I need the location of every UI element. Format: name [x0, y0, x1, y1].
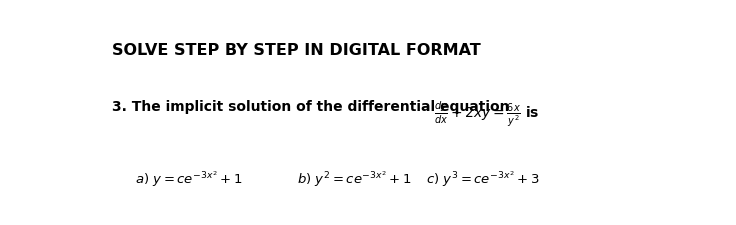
Text: $\frac{dy}{dx} + 2xy = \frac{6x}{y^2}$$\bf{\ is}$: $\frac{dy}{dx} + 2xy = \frac{6x}{y^2}$$\… [434, 100, 539, 129]
Text: $c)\ y^3 = ce^{-3x^2} + 3$: $c)\ y^3 = ce^{-3x^2} + 3$ [425, 169, 539, 189]
Text: $a)\ y = ce^{-3x^2} + 1$: $a)\ y = ce^{-3x^2} + 1$ [135, 169, 242, 189]
Text: $b)\ y^2 = ce^{-3x^2} + 1$: $b)\ y^2 = ce^{-3x^2} + 1$ [297, 169, 412, 189]
Text: SOLVE STEP BY STEP IN DIGITAL FORMAT: SOLVE STEP BY STEP IN DIGITAL FORMAT [112, 43, 481, 58]
Text: 3. The implicit solution of the differential equation: 3. The implicit solution of the differen… [112, 100, 514, 114]
